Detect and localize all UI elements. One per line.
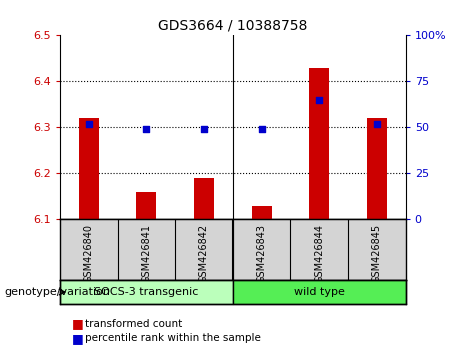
Bar [79,118,99,219]
Point [315,97,323,103]
Point [142,126,150,132]
Text: GSM426841: GSM426841 [142,224,151,283]
Text: ■: ■ [71,318,83,330]
Text: GSM426844: GSM426844 [314,224,324,283]
Text: percentile rank within the sample: percentile rank within the sample [85,333,261,343]
Title: GDS3664 / 10388758: GDS3664 / 10388758 [158,19,307,33]
Bar [233,280,406,304]
Bar [252,206,272,219]
Text: transformed count: transformed count [85,319,183,329]
Text: genotype/variation: genotype/variation [5,287,111,297]
Text: GSM426843: GSM426843 [257,224,266,283]
Point [85,121,92,127]
Text: SOCS-3 transgenic: SOCS-3 transgenic [94,287,199,297]
Bar [60,280,233,304]
Text: GSM426845: GSM426845 [372,224,382,284]
Point [200,126,207,132]
Point [258,126,266,132]
Bar [136,192,156,219]
Bar [367,118,387,219]
Text: GSM426840: GSM426840 [84,224,94,283]
Text: ■: ■ [71,332,83,344]
Text: wild type: wild type [294,287,345,297]
Bar [194,178,214,219]
Text: GSM426842: GSM426842 [199,224,209,284]
Point [373,121,381,127]
Bar [309,68,329,219]
